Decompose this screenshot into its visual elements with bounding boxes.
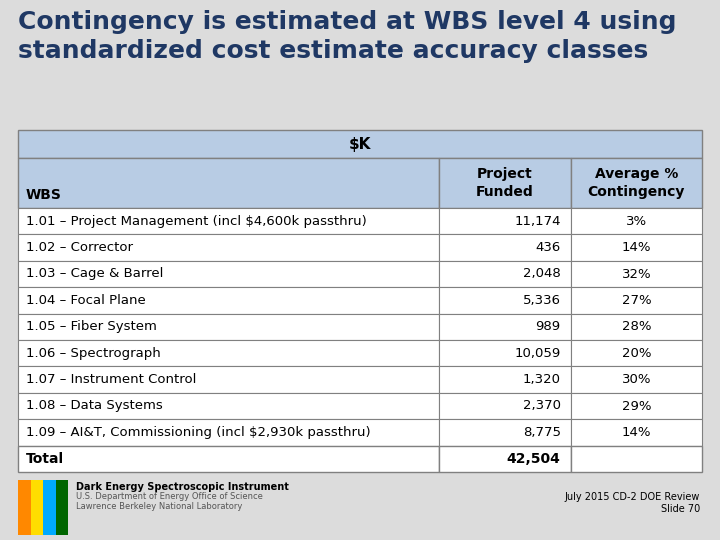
Text: 1.05 – Fiber System: 1.05 – Fiber System: [26, 320, 157, 333]
Text: 1.09 – AI&T, Commissioning (incl $2,930k passthru): 1.09 – AI&T, Commissioning (incl $2,930k…: [26, 426, 371, 439]
Text: 1.03 – Cage & Barrel: 1.03 – Cage & Barrel: [26, 267, 163, 280]
Text: 1.04 – Focal Plane: 1.04 – Focal Plane: [26, 294, 145, 307]
Text: 42,504: 42,504: [507, 452, 561, 466]
Text: 14%: 14%: [621, 426, 651, 439]
Bar: [18, 314, 438, 340]
Bar: [438, 393, 571, 419]
Bar: [18, 234, 438, 261]
Text: 10,059: 10,059: [514, 347, 561, 360]
Bar: [571, 287, 702, 314]
Text: Project
Funded: Project Funded: [476, 167, 534, 199]
Text: WBS: WBS: [26, 188, 62, 202]
Bar: [571, 314, 702, 340]
Text: Average %
Contingency: Average % Contingency: [588, 167, 685, 199]
Text: 1,320: 1,320: [523, 373, 561, 386]
Bar: [438, 340, 571, 367]
Text: 1.02 – Corrector: 1.02 – Corrector: [26, 241, 133, 254]
Text: 3%: 3%: [626, 215, 647, 228]
Text: Dark Energy Spectroscopic Instrument: Dark Energy Spectroscopic Instrument: [76, 482, 289, 492]
Text: 32%: 32%: [621, 267, 651, 280]
Text: 14%: 14%: [621, 241, 651, 254]
Bar: [18, 158, 438, 208]
Text: Slide 70: Slide 70: [661, 504, 700, 514]
Bar: [18, 287, 438, 314]
Text: 989: 989: [536, 320, 561, 333]
Bar: [438, 287, 571, 314]
Text: 28%: 28%: [621, 320, 651, 333]
Text: Lawrence Berkeley National Laboratory: Lawrence Berkeley National Laboratory: [76, 502, 243, 511]
Bar: [571, 234, 702, 261]
Bar: [438, 261, 571, 287]
Text: U.S. Department of Energy Office of Science: U.S. Department of Energy Office of Scie…: [76, 492, 263, 501]
Text: $K: $K: [348, 137, 372, 152]
Bar: [571, 393, 702, 419]
Text: 20%: 20%: [621, 347, 651, 360]
Bar: [18, 261, 438, 287]
Bar: [571, 261, 702, 287]
Bar: [571, 419, 702, 446]
Bar: [438, 314, 571, 340]
Bar: [30, 480, 43, 535]
Text: 1.06 – Spectrograph: 1.06 – Spectrograph: [26, 347, 161, 360]
Bar: [18, 208, 438, 234]
Text: 8,775: 8,775: [523, 426, 561, 439]
Bar: [571, 340, 702, 367]
Text: 11,174: 11,174: [514, 215, 561, 228]
Text: 30%: 30%: [621, 373, 651, 386]
Bar: [438, 208, 571, 234]
Bar: [438, 234, 571, 261]
Bar: [18, 480, 30, 535]
Text: 2,048: 2,048: [523, 267, 561, 280]
Text: Total: Total: [26, 452, 64, 466]
Bar: [438, 446, 571, 472]
Bar: [571, 367, 702, 393]
Bar: [18, 340, 438, 367]
Bar: [438, 419, 571, 446]
Text: 436: 436: [536, 241, 561, 254]
Bar: [438, 158, 571, 208]
Bar: [18, 419, 438, 446]
Bar: [571, 208, 702, 234]
Bar: [18, 130, 702, 158]
Text: July 2015 CD-2 DOE Review: July 2015 CD-2 DOE Review: [564, 492, 700, 502]
Bar: [18, 446, 438, 472]
Bar: [438, 367, 571, 393]
Text: Contingency is estimated at WBS level 4 using
standardized cost estimate accurac: Contingency is estimated at WBS level 4 …: [18, 10, 677, 63]
Text: 27%: 27%: [621, 294, 651, 307]
Bar: [43, 480, 55, 535]
Bar: [18, 480, 68, 535]
Bar: [18, 393, 438, 419]
Text: 1.07 – Instrument Control: 1.07 – Instrument Control: [26, 373, 197, 386]
Bar: [18, 367, 438, 393]
Text: 1.01 – Project Management (incl $4,600k passthru): 1.01 – Project Management (incl $4,600k …: [26, 215, 366, 228]
Bar: [55, 480, 68, 535]
Text: 1.08 – Data Systems: 1.08 – Data Systems: [26, 400, 163, 413]
Bar: [571, 446, 702, 472]
Text: 29%: 29%: [621, 400, 651, 413]
Text: 2,370: 2,370: [523, 400, 561, 413]
Bar: [571, 158, 702, 208]
Text: 5,336: 5,336: [523, 294, 561, 307]
